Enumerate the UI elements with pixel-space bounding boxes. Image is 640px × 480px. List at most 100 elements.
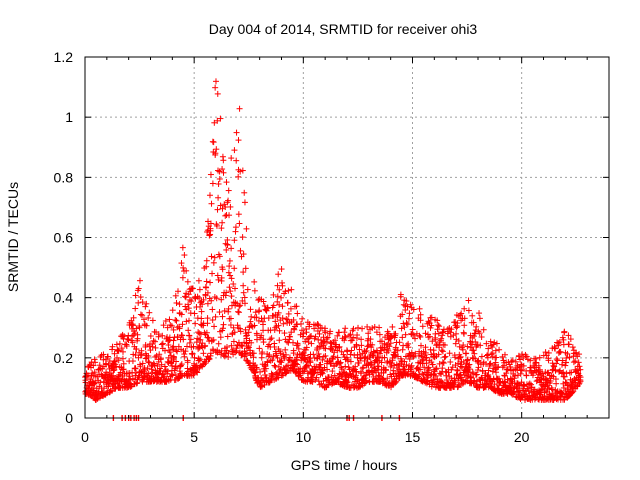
data-point — [257, 384, 264, 391]
data-point — [290, 347, 297, 354]
data-point — [181, 353, 188, 360]
data-point — [575, 359, 582, 366]
data-point — [186, 332, 193, 339]
data-point — [416, 305, 423, 312]
data-point — [282, 370, 289, 377]
data-point — [185, 371, 192, 378]
data-point — [130, 314, 137, 321]
data-point — [260, 339, 267, 346]
data-point — [203, 263, 210, 270]
data-point — [476, 310, 483, 317]
data-point — [209, 180, 216, 187]
data-point — [453, 330, 460, 337]
data-point — [218, 225, 225, 232]
data-point — [300, 368, 307, 375]
data-point — [136, 324, 143, 331]
data-point — [228, 155, 235, 162]
data-point — [236, 303, 243, 310]
data-point — [212, 150, 219, 157]
data-point — [285, 310, 292, 317]
data-point — [284, 316, 291, 323]
data-point — [240, 251, 247, 258]
data-point — [244, 286, 251, 293]
data-point — [203, 284, 210, 291]
data-point — [241, 353, 248, 360]
data-point — [148, 366, 155, 373]
chart-title: Day 004 of 2014, SRMTID for receiver ohi… — [209, 21, 478, 37]
data-point — [197, 299, 204, 306]
data-point — [207, 227, 214, 234]
data-point — [300, 330, 307, 337]
data-point — [106, 380, 113, 387]
data-point — [89, 370, 96, 377]
data-point — [203, 278, 210, 285]
data-point — [164, 324, 171, 331]
data-point — [187, 336, 194, 343]
data-point — [239, 234, 246, 241]
data-point — [264, 359, 271, 366]
data-point — [358, 336, 365, 343]
data-point — [221, 307, 228, 314]
data-point — [204, 300, 211, 307]
data-point — [197, 336, 204, 343]
data-point — [270, 302, 277, 309]
data-point — [274, 354, 281, 361]
data-point — [463, 350, 470, 357]
data-point — [308, 378, 315, 385]
data-point — [208, 297, 215, 304]
data-point — [224, 333, 231, 340]
data-point — [275, 374, 282, 381]
data-point — [260, 321, 267, 328]
gridlines — [85, 57, 609, 418]
data-point — [255, 297, 262, 304]
data-point — [120, 366, 127, 373]
data-point — [159, 340, 166, 347]
data-point — [275, 309, 282, 316]
data-point — [183, 318, 190, 325]
data-point — [124, 336, 131, 343]
data-point — [202, 342, 209, 349]
data-point — [214, 90, 221, 97]
data-point — [299, 333, 306, 340]
data-point — [218, 296, 225, 303]
data-point — [268, 335, 275, 342]
data-point — [184, 359, 191, 366]
data-point — [235, 173, 242, 180]
data-point — [168, 322, 175, 329]
data-point — [216, 309, 223, 316]
data-point — [287, 305, 294, 312]
data-point — [241, 294, 248, 301]
data-point — [561, 328, 568, 335]
data-point — [245, 344, 252, 351]
data-point — [425, 334, 432, 341]
data-point — [251, 278, 258, 285]
data-point — [236, 325, 243, 332]
data-point — [100, 351, 107, 358]
data-point — [155, 331, 162, 338]
data-point — [231, 329, 238, 336]
data-point — [465, 297, 472, 304]
data-point — [275, 271, 282, 278]
data-point — [308, 332, 315, 339]
data-point — [222, 292, 229, 299]
y-tick-label: 1 — [65, 109, 73, 125]
data-point — [297, 372, 304, 379]
data-point — [276, 337, 283, 344]
data-point — [291, 326, 298, 333]
data-point — [225, 197, 232, 204]
data-point — [220, 169, 227, 176]
data-point — [145, 314, 152, 321]
data-point — [169, 362, 176, 369]
data-point — [241, 189, 248, 196]
data-point — [145, 358, 152, 365]
data-point — [169, 307, 176, 314]
data-point — [341, 329, 348, 336]
data-point — [210, 336, 217, 343]
data-point — [170, 326, 177, 333]
data-point — [185, 305, 192, 312]
data-point — [447, 359, 454, 366]
data-point — [232, 224, 239, 231]
data-point — [247, 318, 254, 325]
data-point — [248, 313, 255, 320]
data-point — [274, 293, 281, 300]
